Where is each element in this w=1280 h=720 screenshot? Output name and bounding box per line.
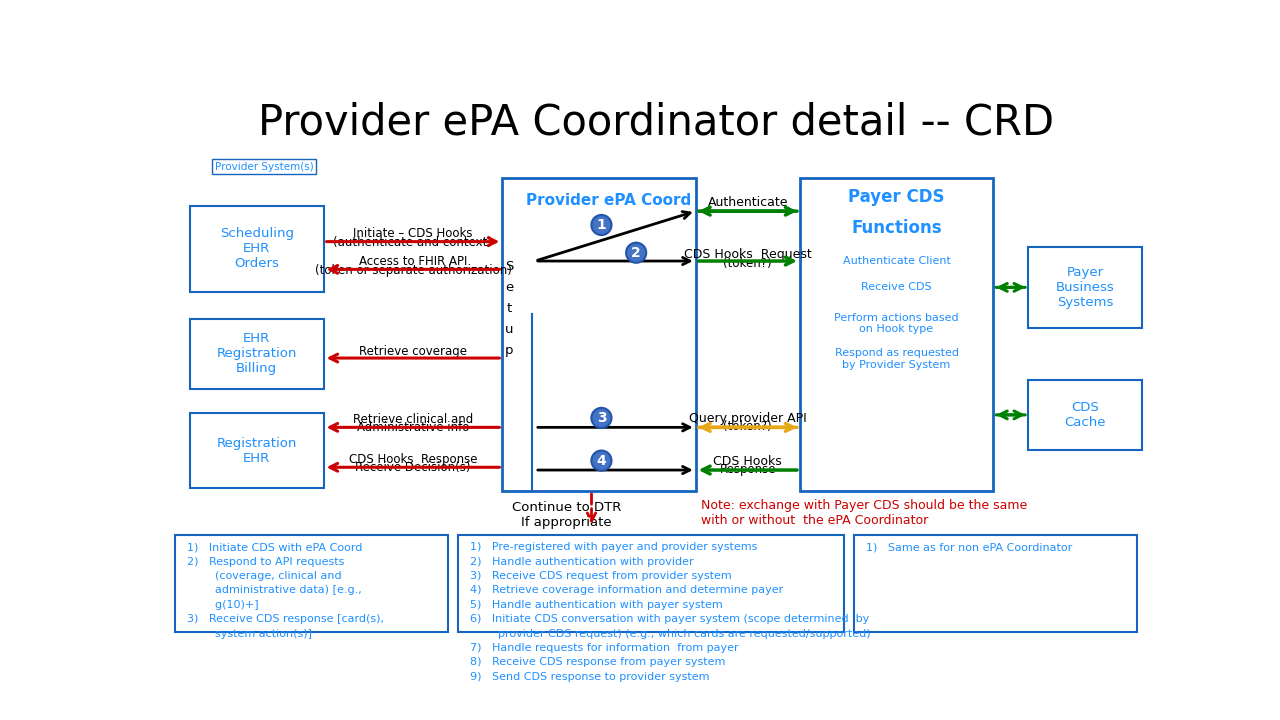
Text: (authenticate and context): (authenticate and context) (334, 236, 493, 249)
FancyBboxPatch shape (800, 178, 993, 491)
Text: Access to FHIR API: Access to FHIR API (358, 255, 467, 268)
Text: CDS Hooks: CDS Hooks (713, 454, 782, 468)
Text: 1: 1 (596, 218, 607, 232)
FancyBboxPatch shape (189, 206, 324, 292)
Text: CDS
Cache: CDS Cache (1064, 401, 1106, 429)
Text: Authenticate: Authenticate (708, 196, 788, 209)
Text: Initiate – CDS Hooks: Initiate – CDS Hooks (353, 228, 472, 240)
FancyBboxPatch shape (189, 319, 324, 389)
Text: Scheduling
EHR
Orders: Scheduling EHR Orders (220, 227, 293, 270)
Text: Authenticate Client: Authenticate Client (842, 256, 951, 266)
FancyBboxPatch shape (175, 536, 448, 632)
Text: Perform actions based
on Hook type: Perform actions based on Hook type (835, 313, 959, 335)
Text: (token?): (token?) (723, 257, 772, 270)
Text: Administrative info: Administrative info (357, 421, 470, 434)
Text: Functions: Functions (851, 219, 942, 237)
Text: CDS Hooks  Response: CDS Hooks Response (348, 453, 477, 466)
Text: (token?): (token?) (723, 420, 772, 433)
Text: 3: 3 (596, 411, 607, 425)
Text: EHR
Registration
Billing: EHR Registration Billing (216, 333, 297, 375)
Text: (token or separate authorization): (token or separate authorization) (315, 264, 512, 277)
FancyBboxPatch shape (1028, 247, 1142, 328)
FancyBboxPatch shape (458, 536, 845, 632)
Text: CDS Hooks  Request: CDS Hooks Request (684, 248, 812, 261)
Text: Respond as requested
by Provider System: Respond as requested by Provider System (835, 348, 959, 370)
Text: Continue to DTR
If appropriate: Continue to DTR If appropriate (512, 501, 621, 529)
FancyBboxPatch shape (1028, 380, 1142, 449)
Text: 1)   Pre-registered with payer and provider systems
2)   Handle authentication w: 1) Pre-registered with payer and provide… (470, 542, 870, 682)
Text: 1)   Same as for non ePA Coordinator: 1) Same as for non ePA Coordinator (867, 542, 1073, 552)
Text: Receive CDS: Receive CDS (861, 282, 932, 292)
FancyBboxPatch shape (855, 536, 1137, 632)
Text: 1)   Initiate CDS with ePA Coord
2)   Respond to API requests
        (coverage,: 1) Initiate CDS with ePA Coord 2) Respon… (187, 542, 384, 639)
Text: Receive Decision(s): Receive Decision(s) (356, 462, 471, 474)
Text: Payer
Business
Systems: Payer Business Systems (1056, 266, 1115, 309)
Text: Payer CDS: Payer CDS (849, 188, 945, 206)
Text: 4: 4 (596, 454, 607, 467)
Text: Provider System(s): Provider System(s) (215, 162, 314, 172)
Text: Registration
EHR: Registration EHR (216, 437, 297, 465)
FancyBboxPatch shape (189, 413, 324, 488)
Text: Query provider API: Query provider API (689, 412, 806, 425)
Text: Note: exchange with Payer CDS should be the same
with or without  the ePA Coordi: Note: exchange with Payer CDS should be … (700, 500, 1027, 528)
Text: Provider ePA Coord: Provider ePA Coord (526, 194, 691, 208)
Text: Provider ePA Coordinator detail -- CRD: Provider ePA Coordinator detail -- CRD (259, 102, 1053, 143)
Text: Retrieve coverage: Retrieve coverage (358, 345, 467, 358)
FancyBboxPatch shape (502, 178, 696, 491)
Text: 2: 2 (631, 246, 641, 260)
Text: Response: Response (719, 463, 776, 476)
Text: Retrieve clinical and: Retrieve clinical and (353, 413, 474, 426)
Text: S
e
t
u
p: S e t u p (504, 260, 513, 356)
